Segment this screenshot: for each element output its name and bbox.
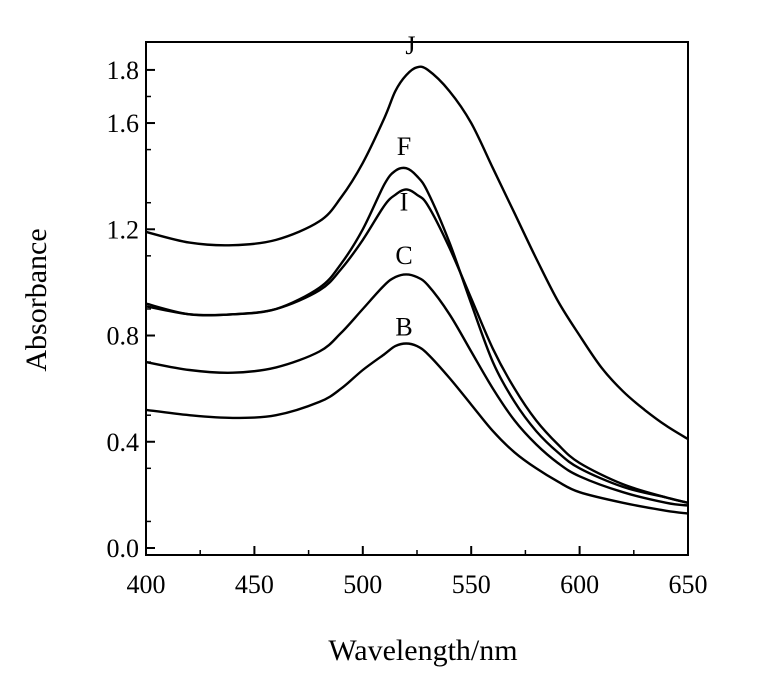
y-tick-label: 1.6 (107, 109, 140, 138)
series-label-F: F (397, 132, 411, 161)
x-axis-title: Wavelength/nm (328, 634, 517, 667)
series-annotations: J FIC B (395, 31, 415, 342)
series-line-C (145, 273, 689, 507)
series-label-I: I (400, 188, 409, 217)
series-line-B (145, 342, 689, 515)
y-tick-label: 1.2 (107, 215, 140, 244)
y-tick-label: 1.8 (107, 56, 140, 85)
series-label-J: J (405, 31, 415, 60)
series-label-B: B (395, 313, 412, 342)
series-lines (145, 65, 689, 515)
axis-ticks (145, 68, 689, 555)
series-label-C: C (395, 241, 412, 270)
y-tick-label: 0.0 (107, 534, 140, 563)
series-line-J (145, 65, 689, 441)
x-tick-label: 600 (560, 570, 599, 599)
y-axis-title: Absorbance (20, 228, 53, 371)
y-tick-label: 0.8 (107, 322, 140, 351)
x-tick-label: 650 (669, 570, 708, 599)
y-tick-label: 0.4 (107, 428, 140, 457)
series-line-I (145, 188, 689, 504)
x-tick-label: 500 (343, 570, 382, 599)
x-tick-label: 400 (127, 570, 166, 599)
x-tick-label: 550 (452, 570, 491, 599)
x-tick-label: 450 (235, 570, 274, 599)
series-line-F (145, 166, 689, 504)
axis-tick-labels: 400 450 500 550 600 650 0.0 0.4 0.8 1.2 1.6 1.8 (107, 56, 708, 599)
